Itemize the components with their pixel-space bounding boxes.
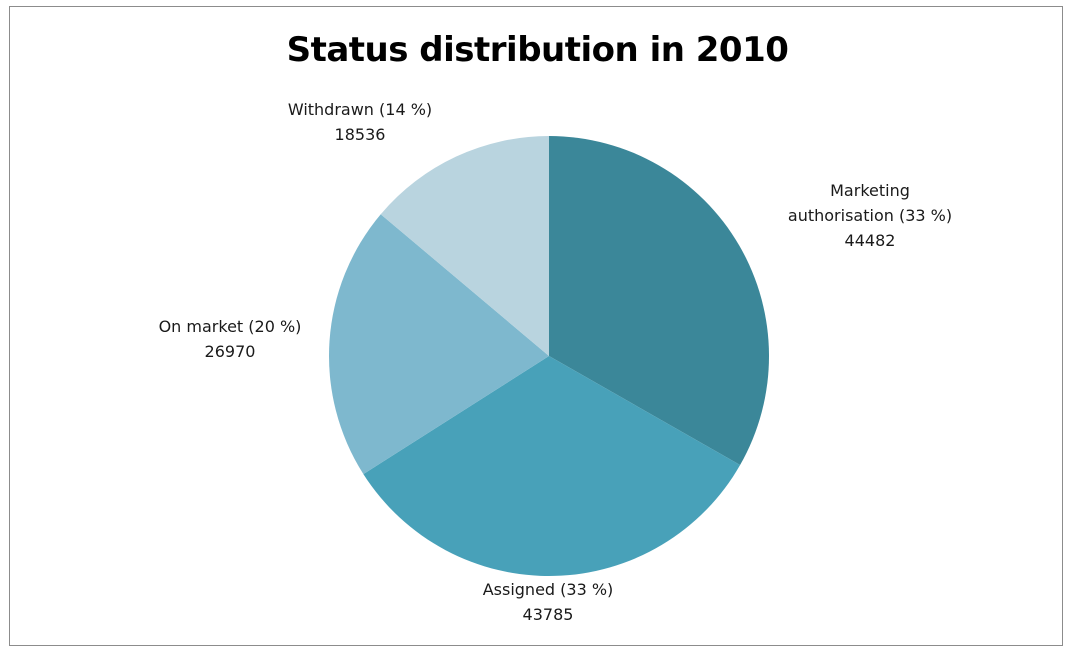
- chart-title: Status distribution in 2010: [286, 30, 789, 70]
- slice-name: authorisation (33 %): [787, 206, 953, 225]
- slice-value: 26970: [204, 342, 256, 361]
- slice-value: 43785: [522, 605, 574, 624]
- slice-label-marketing-authorisation: Marketing authorisation (33 %) 44482: [770, 178, 970, 253]
- pie-slice-assigned: [363, 356, 741, 576]
- slice-label-on-market: On market (20 %) 26970: [140, 314, 320, 364]
- slice-name: Marketing: [830, 181, 910, 200]
- slice-label-withdrawn: Withdrawn (14 %) 18536: [270, 97, 450, 147]
- pie-slice-withdrawn: [380, 136, 549, 356]
- slice-value: 44482: [844, 231, 896, 250]
- slice-name: Withdrawn (14 %): [287, 100, 433, 119]
- pie-slice-on-market: [329, 214, 549, 475]
- slice-label-assigned: Assigned (33 %) 43785: [458, 577, 638, 627]
- slice-name: Assigned (33 %): [482, 580, 614, 599]
- slice-name: On market (20 %): [158, 317, 302, 336]
- slice-value: 18536: [334, 125, 386, 144]
- pie-chart: [329, 136, 770, 576]
- pie-slice-marketing-authorisation: [549, 136, 770, 466]
